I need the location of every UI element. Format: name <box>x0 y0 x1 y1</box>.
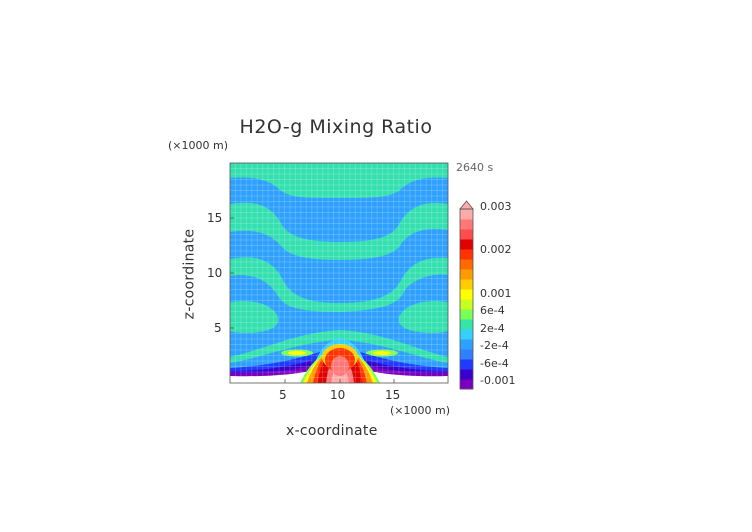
colorbar-label: -0.001 <box>480 374 516 387</box>
colorbar-swatch <box>460 339 473 350</box>
colorbar-swatch <box>460 309 473 320</box>
colorbar-label: 0.002 <box>480 243 512 256</box>
y-unit-label: (×1000 m) <box>168 139 229 152</box>
colorbar-swatch <box>460 369 473 380</box>
colorbar-swatch <box>460 219 473 230</box>
colorbar-swatch <box>460 249 473 260</box>
teal-band-top <box>230 163 448 198</box>
colorbar-swatch <box>460 269 473 280</box>
colorbar-swatch <box>460 239 473 250</box>
colorbar-swatch <box>460 329 473 340</box>
colorbar-label: 0.001 <box>480 287 512 300</box>
colorbar-swatch <box>460 359 473 370</box>
x-tick-label: 15 <box>385 388 401 402</box>
teal-lobe-right <box>398 300 448 333</box>
colorbar-label: 6e-4 <box>480 304 505 317</box>
colorbar-swatch <box>460 209 473 220</box>
colorbar-label: -2e-4 <box>480 339 509 352</box>
y-tick-label: 15 <box>207 211 223 225</box>
colorbar-label: 2e-4 <box>480 322 505 335</box>
colorbar-swatch <box>460 289 473 300</box>
colorbar-label: 0.003 <box>480 200 512 213</box>
colorbar-swatch <box>460 349 473 360</box>
teal-lobe-left <box>230 300 279 333</box>
colorbar-label: -6e-4 <box>480 357 509 370</box>
x-axis-label: x-coordinate <box>286 423 378 439</box>
teal-band-low <box>230 330 448 363</box>
teal-band-3 <box>230 257 448 312</box>
y-tick-label: 5 <box>214 321 222 335</box>
plume-cap-pink <box>331 356 349 376</box>
teal-band-2 <box>230 202 448 260</box>
streak-right-core <box>373 351 391 355</box>
x-unit-label: (×1000 m) <box>390 404 451 417</box>
colorbar-swatch <box>460 299 473 310</box>
grid-overlay <box>230 163 448 383</box>
contour-field <box>230 163 448 383</box>
colorbar-swatch <box>460 229 473 240</box>
y-tick-label: 10 <box>207 266 223 280</box>
streak-left-core <box>288 351 306 355</box>
colorbar-swatch <box>460 279 473 290</box>
x-tick-label: 10 <box>330 388 346 402</box>
colorbar <box>459 200 474 390</box>
axis-ticks <box>230 217 395 383</box>
y-axis-label: z-coordinate <box>181 228 198 320</box>
colorbar-swatch <box>460 259 473 270</box>
chart-title: H2O-g Mixing Ratio <box>239 116 433 138</box>
colorbar-extend-arrow <box>459 200 474 210</box>
colorbar-frame <box>459 208 474 390</box>
x-tick-label: 5 <box>279 388 287 402</box>
colorbar-swatch <box>460 319 473 330</box>
time-label: 2640 s <box>456 161 494 174</box>
colorbar-swatch <box>460 379 473 390</box>
